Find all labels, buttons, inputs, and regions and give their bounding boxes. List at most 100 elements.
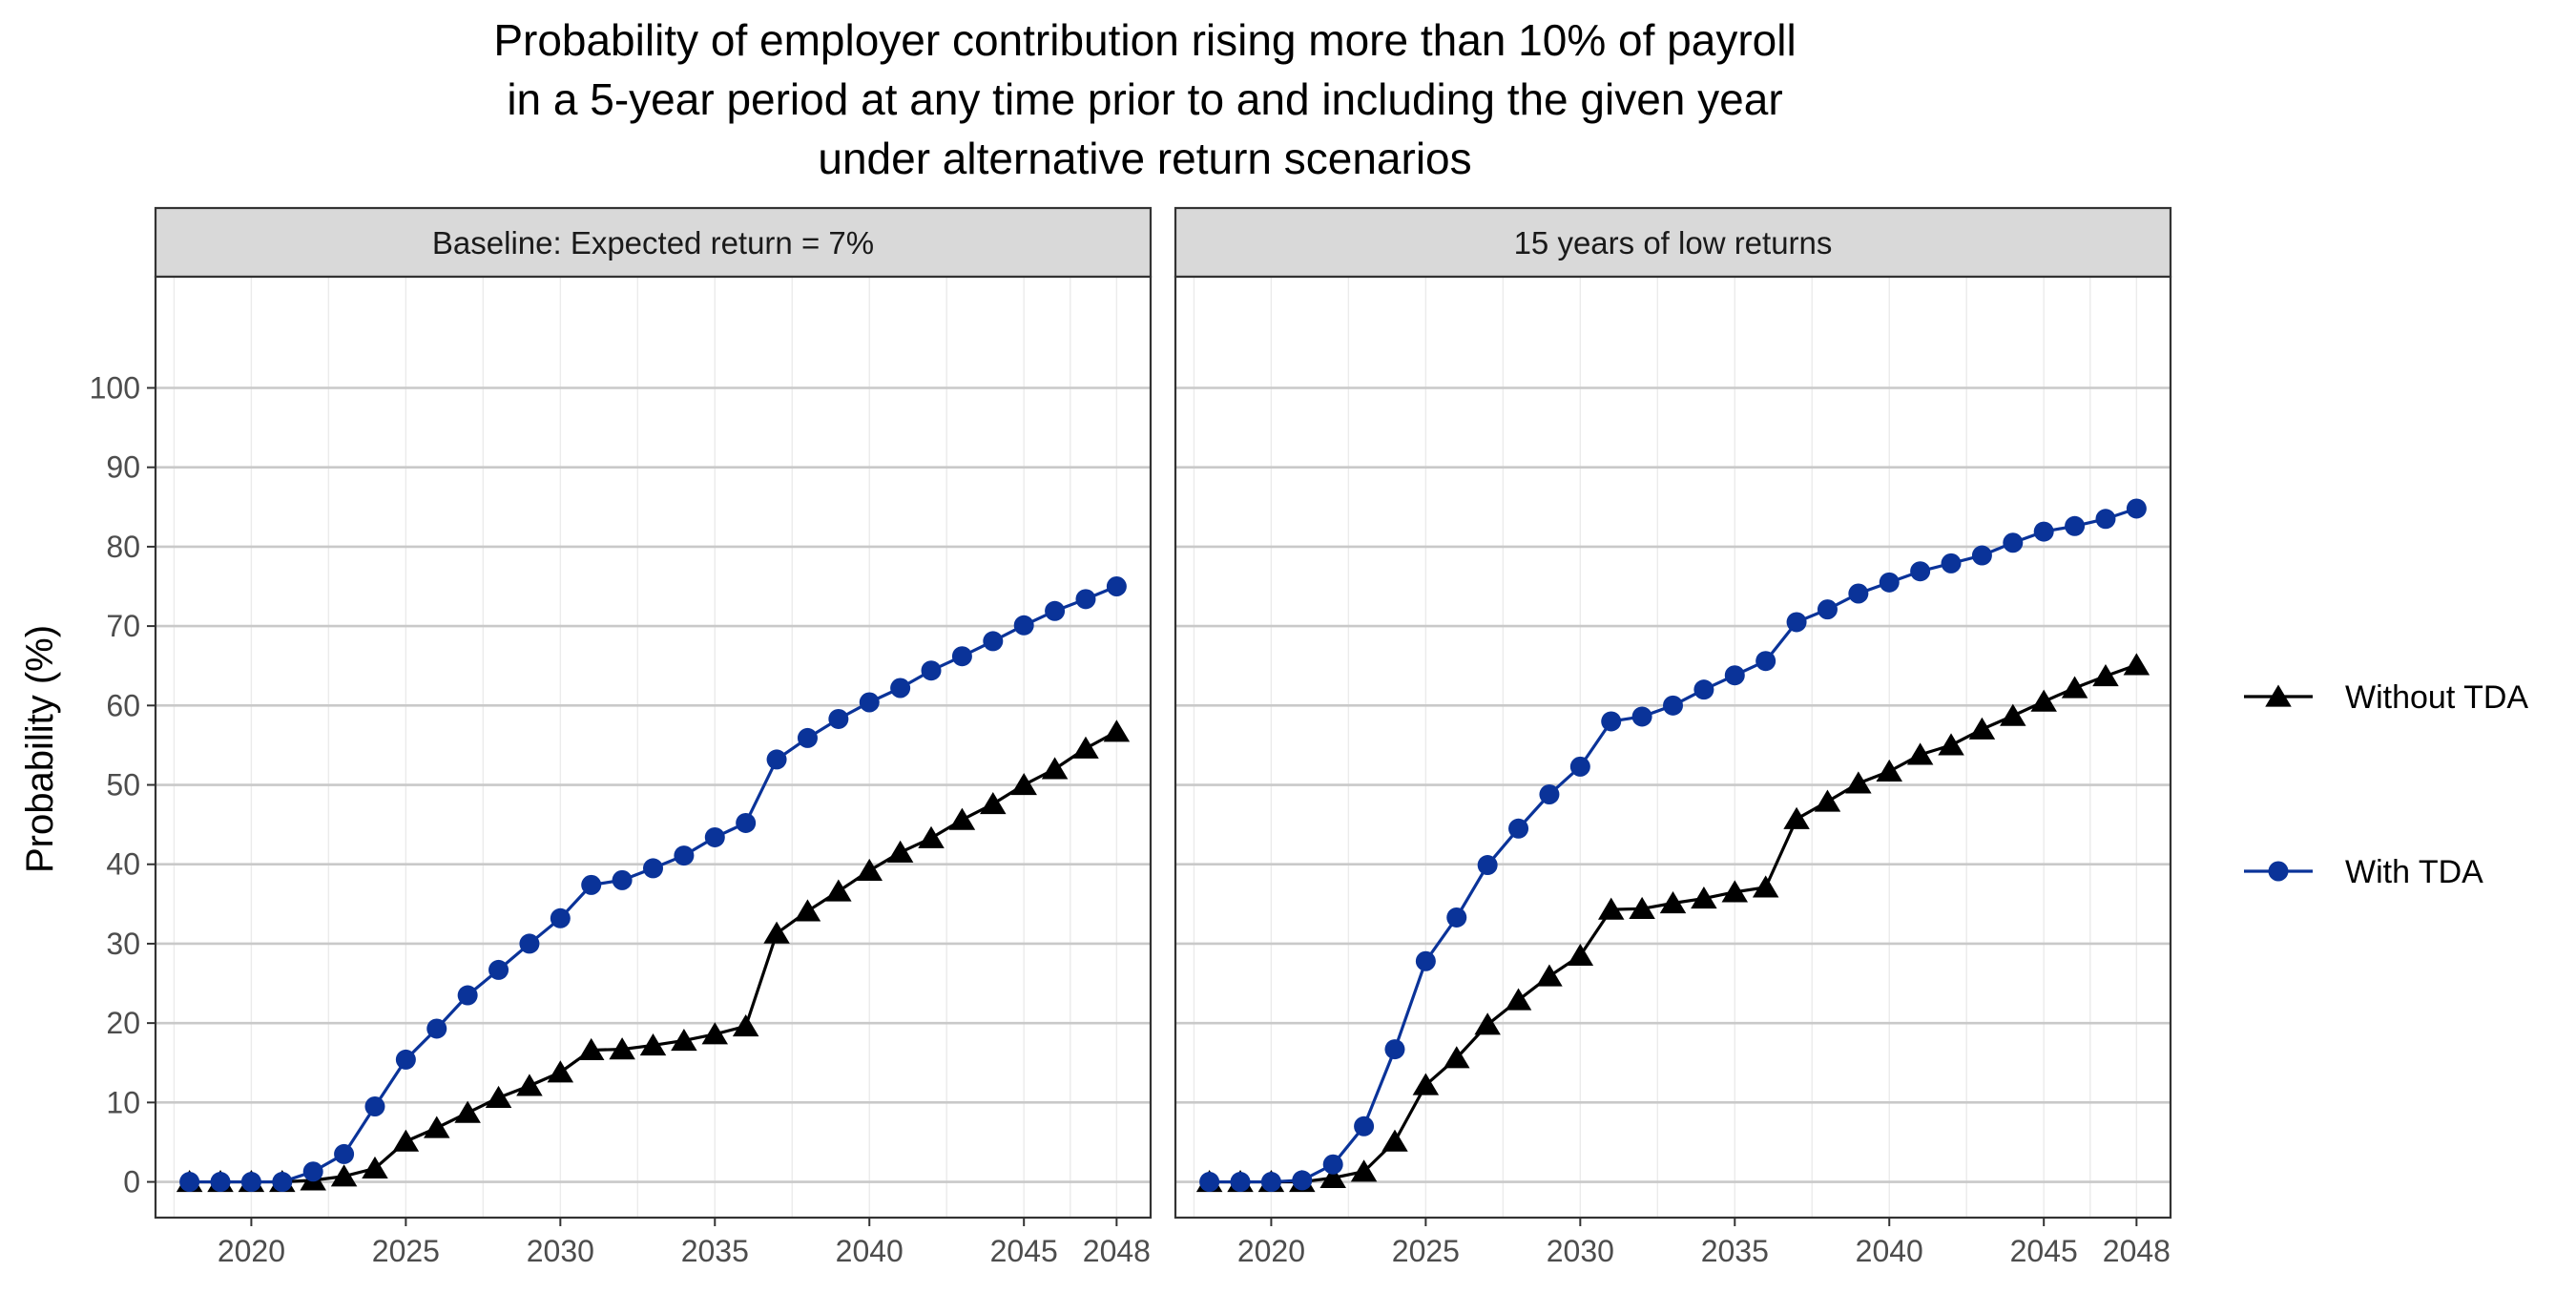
data-point bbox=[330, 1164, 358, 1187]
data-point bbox=[485, 1085, 512, 1108]
data-point bbox=[1879, 572, 1900, 593]
data-point bbox=[1384, 1039, 1405, 1060]
data-point bbox=[951, 646, 972, 667]
plot-background bbox=[1175, 277, 2171, 1218]
data-point bbox=[488, 959, 509, 980]
data-point bbox=[766, 749, 787, 770]
data-point bbox=[1631, 706, 1652, 727]
facet-panels: Baseline: Expected return = 7% 2020 2025 20… bbox=[90, 206, 2172, 1268]
x-tick-label: 2020 bbox=[1237, 1234, 1305, 1268]
data-point bbox=[980, 791, 1007, 815]
x-tick-label: 2048 bbox=[2103, 1234, 2171, 1268]
data-point bbox=[1536, 964, 1563, 987]
data-point bbox=[2000, 703, 2026, 726]
data-point bbox=[1013, 615, 1034, 636]
data-point bbox=[1693, 679, 1714, 700]
data-point bbox=[1721, 880, 1749, 903]
data-point bbox=[1199, 1172, 1220, 1193]
legend: Without TDA With TDA bbox=[2244, 679, 2528, 890]
x-tick-label: 2040 bbox=[1856, 1234, 1923, 1268]
y-tick-label: 90 bbox=[106, 450, 140, 485]
data-point bbox=[1601, 711, 1622, 732]
y-tick-label: 10 bbox=[106, 1085, 140, 1119]
facet-strip-label: Baseline: Expected return = 7% bbox=[432, 225, 874, 261]
data-point bbox=[457, 985, 478, 1006]
data-point bbox=[859, 692, 880, 713]
data-point bbox=[550, 907, 571, 928]
data-point bbox=[1539, 784, 1560, 805]
data-point bbox=[1691, 886, 1717, 909]
data-point bbox=[1724, 665, 1745, 686]
data-point bbox=[1910, 561, 1931, 582]
data-point bbox=[1444, 1046, 1470, 1069]
data-point bbox=[1412, 1073, 1440, 1095]
y-tick-label: 30 bbox=[106, 927, 140, 961]
data-point bbox=[1260, 1172, 1281, 1193]
x-tick-label: 2025 bbox=[372, 1234, 440, 1268]
data-point bbox=[797, 727, 818, 748]
data-point bbox=[2033, 521, 2054, 542]
data-point bbox=[240, 1172, 261, 1193]
x-tick-label: 2045 bbox=[2010, 1234, 2078, 1268]
x-tick-label: 2040 bbox=[836, 1234, 904, 1268]
x-tick-label: 2035 bbox=[681, 1234, 749, 1268]
data-point bbox=[516, 1074, 543, 1096]
data-point bbox=[1045, 600, 1066, 621]
data-point bbox=[1075, 589, 1096, 610]
data-point bbox=[2003, 532, 2024, 553]
facet-strip bbox=[1174, 206, 2172, 279]
data-point bbox=[1505, 988, 1532, 1011]
legend-key-marker bbox=[2268, 861, 2289, 882]
series-with-tda bbox=[179, 576, 1127, 1193]
data-point bbox=[179, 1172, 200, 1193]
y-tick-label: 100 bbox=[90, 370, 140, 405]
data-point bbox=[890, 678, 911, 699]
data-point bbox=[1663, 695, 1683, 716]
data-point bbox=[1354, 1116, 1375, 1137]
x-tick-label: 2030 bbox=[1547, 1234, 1614, 1268]
data-point bbox=[2123, 653, 2150, 676]
chart-title-line-2: in a 5-year period at any time prior to … bbox=[507, 74, 1782, 124]
data-point bbox=[736, 812, 757, 833]
data-point bbox=[639, 1032, 667, 1056]
data-point bbox=[1010, 773, 1037, 796]
data-point bbox=[794, 899, 821, 922]
facet-panel-2: 15 years of low returns 2020 2025 2030 2035 2… bbox=[1174, 206, 2172, 1268]
x-tick-label: 2020 bbox=[218, 1234, 285, 1268]
data-point bbox=[921, 660, 942, 681]
legend-item: With TDA bbox=[2244, 854, 2483, 890]
legend-label: Without TDA bbox=[2345, 679, 2528, 716]
facet-strip-label: 15 years of low returns bbox=[1514, 225, 1833, 261]
chart-title-line-1: Probability of employer contribution ris… bbox=[493, 15, 1796, 65]
data-point bbox=[1629, 896, 1655, 919]
x-tick-label: 2030 bbox=[527, 1234, 594, 1268]
data-point bbox=[395, 1049, 416, 1070]
series-with-tda bbox=[1199, 498, 2147, 1193]
data-point bbox=[364, 1096, 385, 1117]
data-point bbox=[825, 879, 852, 902]
x-tick-label: 2035 bbox=[1701, 1234, 1769, 1268]
data-point bbox=[1755, 651, 1776, 672]
x-tick-label: 2025 bbox=[1392, 1234, 1460, 1268]
data-point bbox=[334, 1143, 355, 1164]
data-point bbox=[1968, 717, 1996, 740]
data-point bbox=[612, 869, 633, 890]
panel-border bbox=[1174, 275, 2172, 1220]
data-point bbox=[643, 858, 663, 879]
data-point bbox=[701, 1022, 729, 1045]
data-point bbox=[1477, 855, 1498, 876]
data-point bbox=[547, 1060, 574, 1083]
data-point bbox=[2030, 689, 2057, 712]
data-point bbox=[1817, 599, 1838, 620]
y-tick-label: 80 bbox=[106, 530, 140, 564]
legend-label: With TDA bbox=[2345, 854, 2483, 890]
data-point bbox=[1752, 875, 1779, 898]
data-point bbox=[1106, 576, 1127, 597]
data-point bbox=[1941, 553, 1962, 574]
data-point bbox=[1474, 1012, 1501, 1035]
chart-title-line-3: under alternative return scenarios bbox=[818, 134, 1471, 183]
data-point bbox=[763, 921, 790, 944]
data-point bbox=[918, 825, 945, 848]
y-axis-title: Probability (%) bbox=[19, 625, 61, 873]
